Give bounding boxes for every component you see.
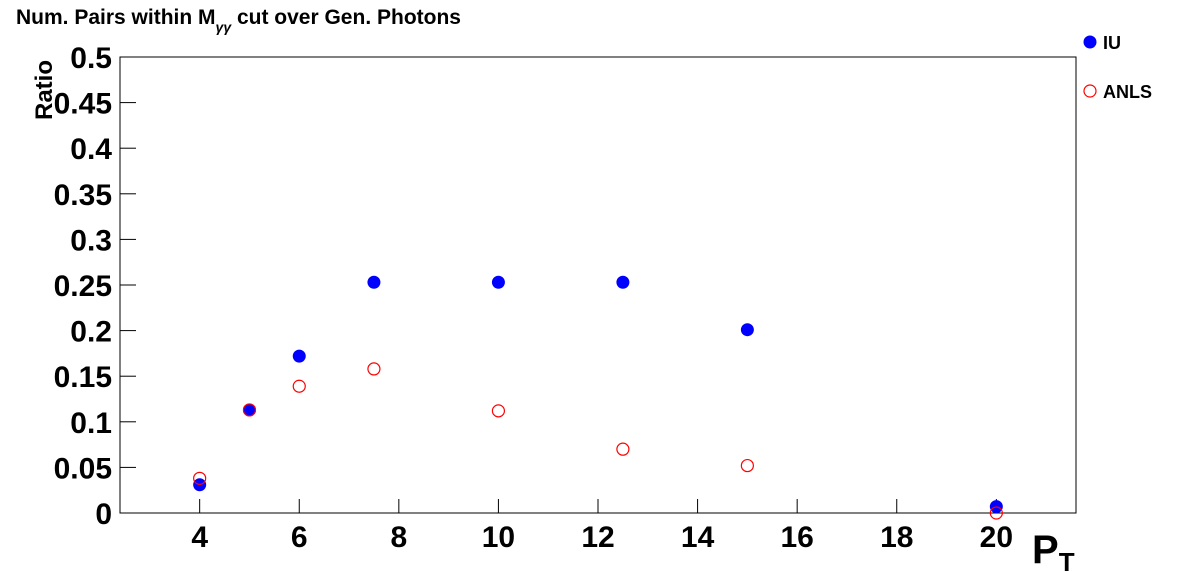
x-axis-label: PT: [1032, 528, 1075, 572]
data-point: [616, 275, 630, 289]
data-point: [242, 403, 257, 417]
data-point: [292, 349, 306, 363]
legend-marker: [1083, 84, 1097, 98]
x-tick-label: 4: [191, 521, 208, 554]
data-point: [367, 362, 381, 376]
legend-marker: [1083, 35, 1097, 49]
data-point: [989, 506, 1003, 520]
data-point: [616, 442, 630, 456]
x-tick-label: 14: [681, 521, 715, 554]
y-tick-label: 0.2: [70, 316, 112, 349]
data-point: [292, 379, 306, 393]
x-label-subscript: T: [1059, 547, 1075, 572]
chart-title: Num. Pairs within Mγγ cut over Gen. Phot…: [16, 6, 461, 35]
x-tick-label: 20: [980, 521, 1013, 554]
data-point: [491, 275, 505, 289]
y-tick-label: 0.05: [54, 452, 112, 485]
data-point: [491, 404, 506, 418]
y-tick-label: 0.1: [70, 407, 112, 440]
x-tick-label: 18: [880, 521, 913, 554]
data-point: [367, 275, 381, 289]
y-tick-label: 0.3: [70, 224, 112, 257]
y-tick-label: 0.15: [54, 361, 112, 394]
title-text: Num. Pairs within M: [16, 6, 216, 29]
x-label-main: P: [1032, 528, 1059, 572]
y-tick-label: 0.35: [54, 179, 112, 212]
y-tick-label: 0.25: [54, 270, 112, 303]
y-tick-label: 0: [95, 498, 112, 531]
legend-label: IU: [1103, 33, 1121, 53]
legend-label: ANLS: [1103, 82, 1152, 102]
y-tick-label: 0.4: [70, 133, 112, 166]
x-tick-label: 16: [780, 521, 813, 554]
data-point: [740, 323, 754, 337]
x-tick-label: 6: [291, 521, 308, 554]
data-point: [193, 471, 207, 485]
y-tick-label: 0.5: [70, 42, 112, 75]
x-tick-label: 12: [581, 521, 614, 554]
x-tick-label: 8: [390, 521, 407, 554]
title-text: cut over Gen. Photons: [231, 6, 461, 29]
y-axis-label: Ratio: [31, 60, 58, 120]
legend-box: [1077, 0, 1196, 115]
title-subscript: γγ: [216, 19, 233, 35]
x-tick-label: 10: [482, 521, 515, 554]
y-tick-label: 0.45: [54, 88, 112, 121]
data-point: [740, 458, 754, 473]
